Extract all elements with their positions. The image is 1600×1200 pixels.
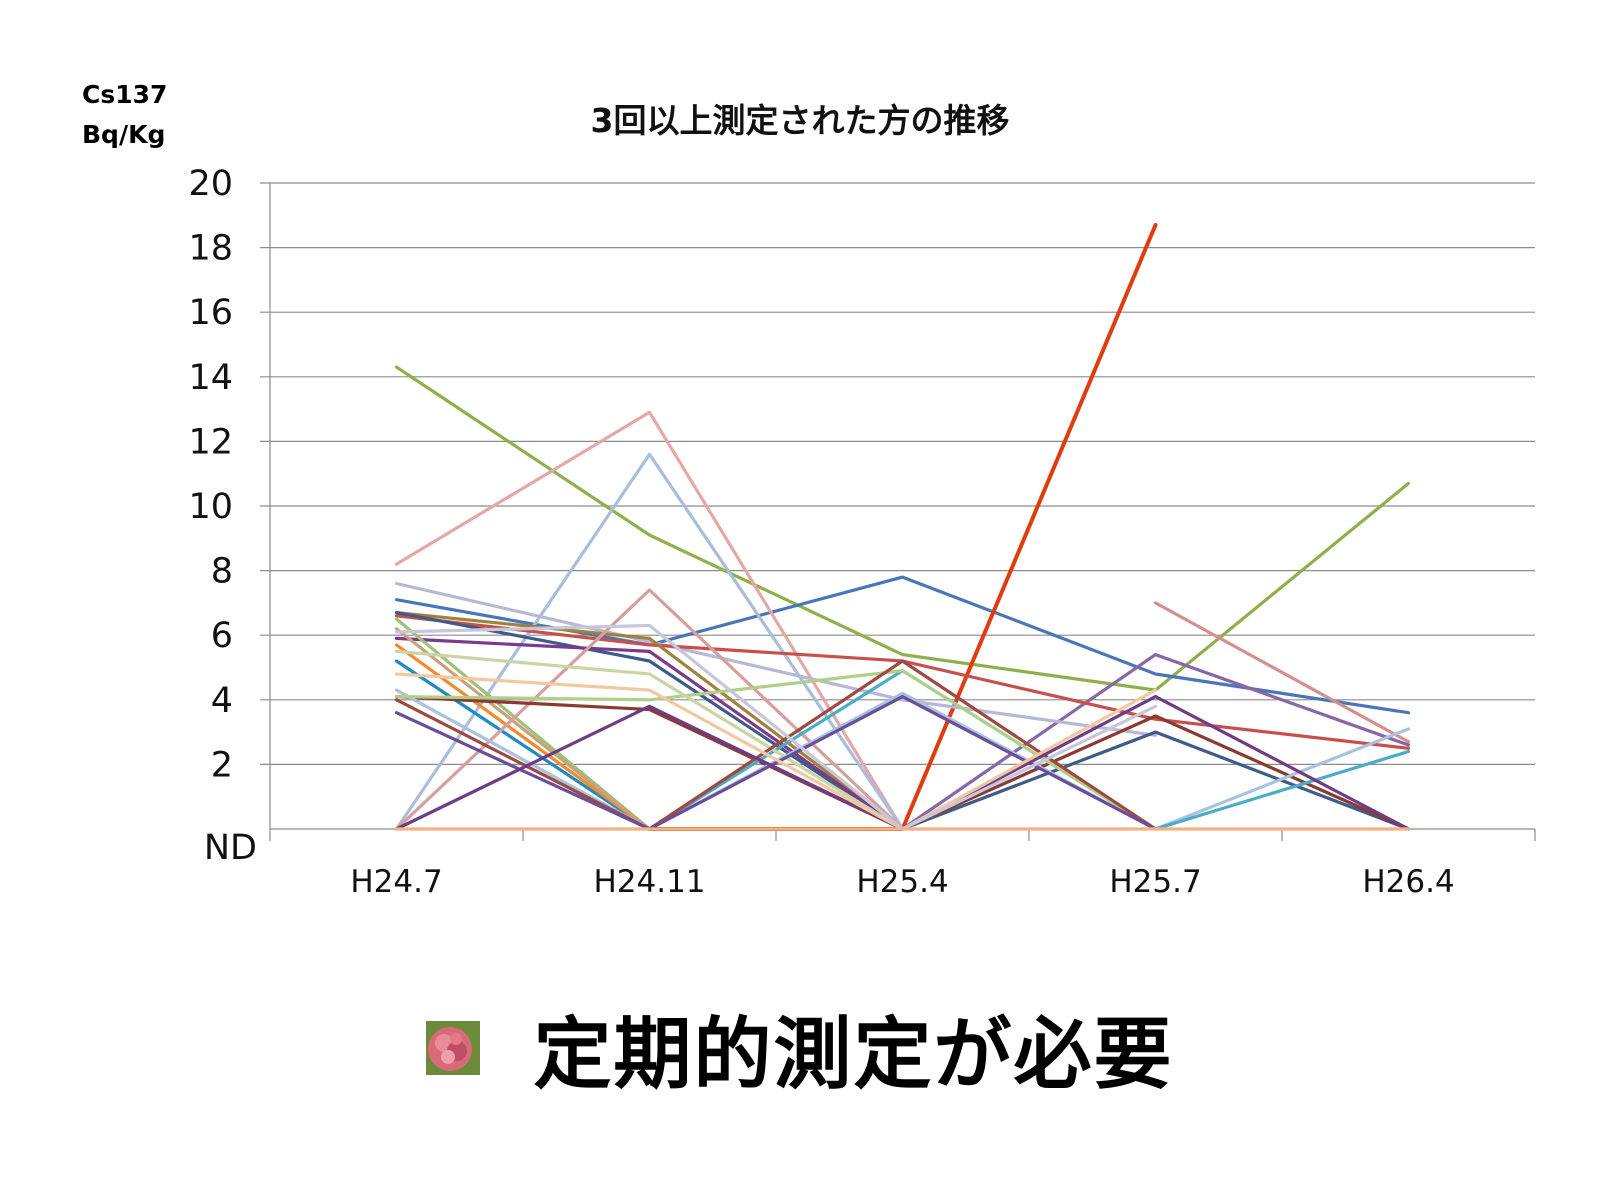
series-line-1 [394,365,1411,692]
series-line-21 [394,669,1158,831]
y-tick-label: 20 [188,164,233,204]
series-line-4 [394,410,905,831]
series-line-23 [394,659,1158,831]
y-axis-unit-label: Cs137 [82,80,168,109]
x-tick-label: H26.4 [1362,864,1454,900]
series-line-5 [394,452,905,831]
y-tick-label: 2 [211,745,233,785]
series-line-8 [394,581,1158,737]
y-tick-label: 4 [211,681,233,721]
series-line-22 [394,649,905,831]
series-line-6 [1153,601,1411,744]
x-tick-label: H25.4 [856,864,948,900]
y-tick-label: 10 [188,487,233,527]
rose-flower-icon [426,1021,481,1075]
series-line-14 [394,643,652,831]
series-line-19 [394,688,1411,831]
series-line-26 [394,672,1158,831]
x-tick-labels: H24.7 H24.11 H25.4 H25.7 H26.4 [350,864,1454,900]
chart-title: 3回以上測定された方の推移 [590,101,1010,140]
series-line-7 [900,653,1411,831]
x-tick-label: H24.11 [593,864,705,900]
footer: 定期的測定が必要 [0,992,1600,1104]
footer-message: 定期的測定が必要 [533,1009,1174,1100]
series-line-17 [394,588,905,831]
line-chart: ND 2 4 6 8 10 12 14 16 18 20 H24.7 H24.11 H25.4 H25.7… [188,164,1536,900]
series-line-10 [394,611,905,831]
series-lines [394,223,1411,831]
x-tick-label: H24.7 [350,864,442,900]
y-tick-label: 16 [188,293,233,333]
y-tick-label: 8 [211,552,233,592]
series-line-13 [394,659,652,831]
y-tick-label: 6 [211,616,233,656]
y-tick-label: ND [204,828,257,868]
series-line-3 [647,223,1158,831]
y-tick-label: 14 [188,358,233,398]
series-line-12 [394,636,905,831]
y-axis-unit-label-2: Bq/Kg [82,120,166,149]
y-tick-label: 18 [188,229,233,269]
series-line-27 [394,623,1158,831]
x-tick-label: H25.7 [1109,864,1201,900]
series-line-16 [394,627,652,831]
y-tick-label: 12 [188,422,233,462]
y-tick-labels: ND 2 4 6 8 10 12 14 16 18 20 [188,164,257,868]
